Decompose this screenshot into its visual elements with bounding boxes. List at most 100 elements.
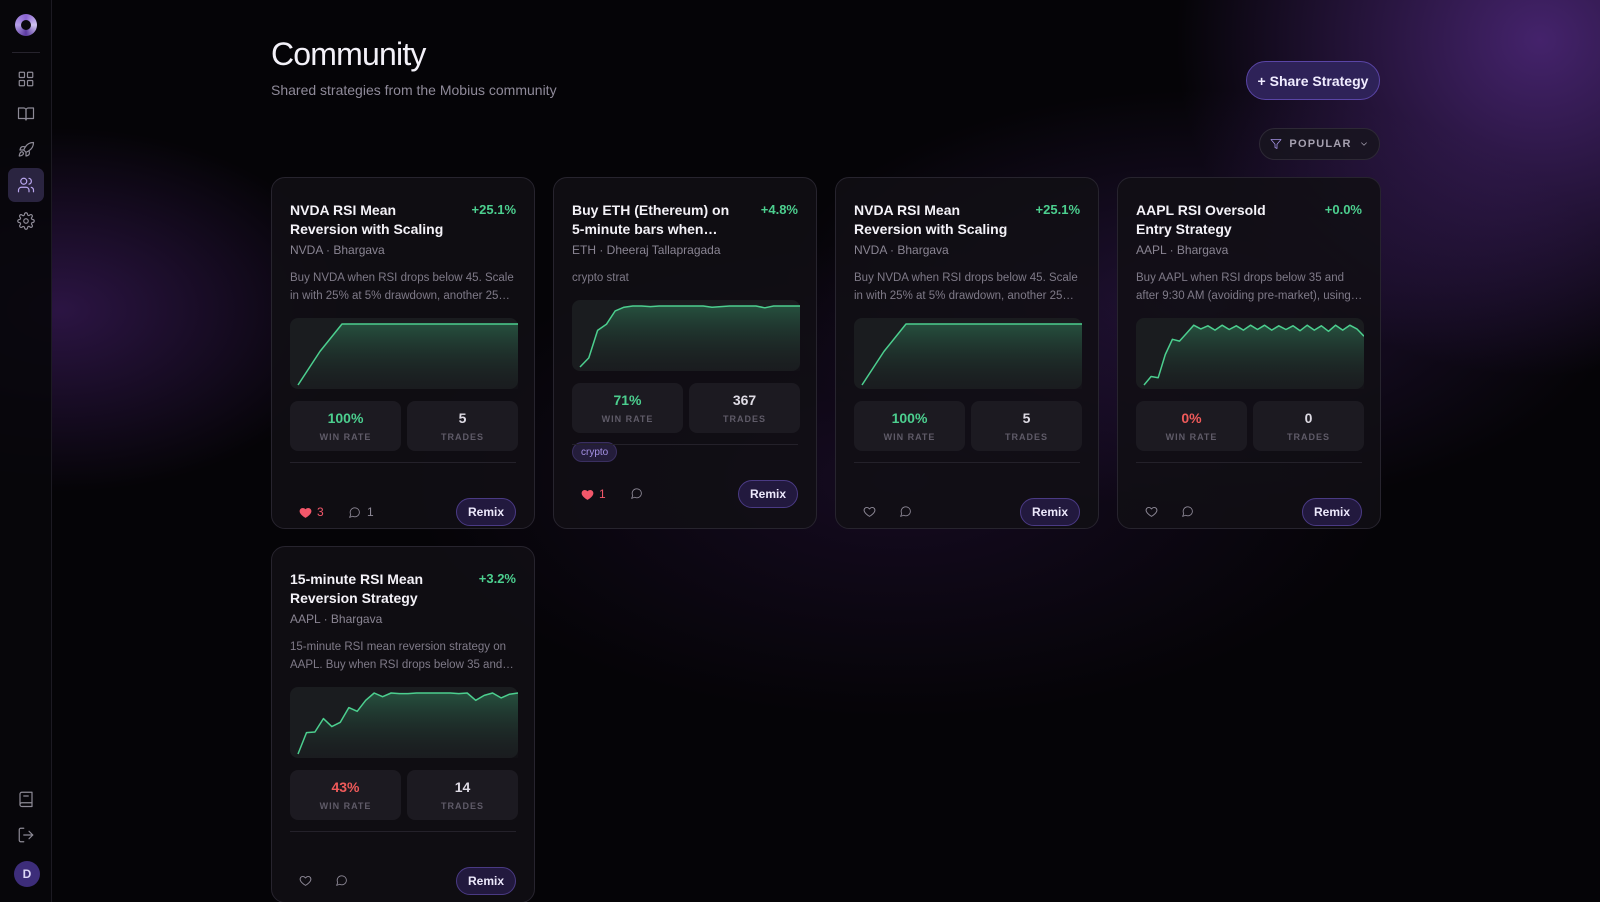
page-subtitle: Shared strategies from the Mobius commun… [271, 82, 557, 98]
trades-value: 0 [1304, 410, 1313, 426]
sort-filter-dropdown[interactable]: POPULAR [1259, 128, 1380, 160]
strategy-title[interactable]: 15-minute RSI Mean Reversion Strategy [290, 571, 424, 606]
share-strategy-button[interactable]: + Share Strategy [1246, 61, 1380, 100]
comment-icon [1182, 506, 1193, 517]
logout-icon [18, 827, 34, 843]
strategy-card[interactable]: NVDA RSI Mean Reversion with Scaling +25… [271, 177, 535, 529]
sidebar-item-dashboard[interactable] [8, 62, 44, 96]
win-rate-stat: 100% WIN RATE [290, 401, 401, 451]
strategy-card[interactable]: Buy ETH (Ethereum) on 5-minute bars when… [553, 177, 817, 529]
equity-area [1144, 325, 1364, 389]
strategy-return: +25.1% [471, 202, 516, 217]
remix-button[interactable]: Remix [1020, 498, 1080, 526]
strategy-return: +0.0% [1324, 202, 1362, 217]
equity-chart [290, 318, 518, 389]
like-button[interactable] [1145, 505, 1163, 518]
sidebar-item-community[interactable] [8, 168, 44, 202]
equity-curve [297, 323, 518, 389]
trades-value: 14 [454, 779, 471, 795]
comment-icon [631, 488, 642, 499]
sort-filter-label: POPULAR [1289, 138, 1352, 150]
card-divider [290, 831, 516, 832]
remix-button[interactable]: Remix [456, 498, 516, 526]
remix-button[interactable]: Remix [456, 867, 516, 895]
mobius-logo[interactable] [15, 14, 37, 36]
win-rate-stat: 43% WIN RATE [290, 770, 401, 820]
trades-label: TRADES [1286, 432, 1330, 442]
book-open-icon [17, 107, 35, 121]
sidebar-item-deploy[interactable] [8, 133, 44, 167]
equity-curve [1143, 324, 1364, 389]
strategy-card[interactable]: AAPL RSI Oversold Entry Strategy +0.0% A… [1117, 177, 1381, 529]
sidebar-item-settings[interactable] [8, 204, 44, 238]
card-divider [290, 462, 516, 463]
strategy-title[interactable]: NVDA RSI Mean Reversion with Scaling [290, 202, 444, 237]
strategy-title[interactable]: NVDA RSI Mean Reversion with Scaling [854, 202, 1008, 237]
book-icon [19, 791, 33, 808]
equity-line [579, 305, 800, 368]
trades-stat: 367 TRADES [689, 383, 800, 433]
like-count: 3 [317, 505, 324, 519]
win-rate-value: 100% [891, 410, 928, 426]
trades-label: TRADES [440, 801, 484, 811]
trades-value: 5 [458, 410, 467, 426]
equity-curve [297, 692, 518, 758]
chevron-down-icon [1360, 142, 1367, 146]
like-button[interactable] [863, 505, 881, 518]
win-rate-label: WIN RATE [1165, 432, 1218, 442]
strategy-tag[interactable]: crypto [572, 442, 618, 462]
win-rate-label: WIN RATE [319, 432, 372, 442]
strategy-description: crypto strat [572, 272, 629, 284]
trades-value: 5 [1022, 410, 1031, 426]
equity-area [580, 306, 800, 371]
equity-chart [572, 300, 800, 371]
strategy-return: +4.8% [760, 202, 798, 217]
comment-count: 1 [367, 505, 374, 519]
equity-line [1143, 324, 1364, 386]
equity-curve [579, 305, 800, 371]
equity-chart [1136, 318, 1364, 389]
sidebar-item-docs[interactable] [8, 782, 44, 816]
like-button[interactable]: 1 [581, 487, 606, 501]
comment-button[interactable] [1181, 505, 1200, 518]
strategy-meta: AAPL · Bhargava [1136, 243, 1229, 257]
remix-button[interactable]: Remix [1302, 498, 1362, 526]
trades-stat: 0 TRADES [1253, 401, 1364, 451]
comment-icon [900, 506, 911, 517]
trades-label: TRADES [440, 432, 484, 442]
equity-line [297, 692, 518, 755]
sidebar-divider [12, 52, 40, 53]
strategy-card[interactable]: NVDA RSI Mean Reversion with Scaling +25… [835, 177, 1099, 529]
comment-button[interactable]: 1 [348, 505, 374, 519]
comment-button[interactable] [630, 487, 649, 500]
heart-icon [863, 506, 876, 517]
trades-value: 367 [732, 392, 757, 408]
sidebar-item-library[interactable] [8, 97, 44, 131]
strategy-description: Buy NVDA when RSI drops below 45. Scale … [854, 272, 1078, 302]
strategy-card[interactable]: 15-minute RSI Mean Reversion Strategy +3… [271, 546, 535, 902]
comment-button[interactable] [335, 874, 354, 887]
avatar[interactable]: D [14, 861, 40, 887]
equity-chart [290, 687, 518, 758]
strategy-title[interactable]: Buy ETH (Ethereum) on 5-minute bars when… [572, 202, 730, 237]
strategy-return: +3.2% [478, 571, 516, 586]
strategy-description: Buy NVDA when RSI drops below 45. Scale … [290, 272, 514, 302]
strategy-meta: NVDA · Bhargava [854, 243, 949, 257]
sidebar: D [0, 0, 52, 902]
rocket-icon [18, 141, 35, 157]
remix-button[interactable]: Remix [738, 480, 798, 508]
trades-label: TRADES [722, 414, 766, 424]
sidebar-item-logout[interactable] [8, 818, 44, 852]
win-rate-value: 0% [1181, 410, 1202, 426]
comment-icon [336, 875, 347, 886]
like-button[interactable]: 3 [299, 505, 324, 519]
filter-icon [1271, 139, 1282, 149]
comment-button[interactable] [899, 505, 918, 518]
gear-icon [17, 212, 35, 230]
win-rate-value: 71% [613, 392, 642, 408]
strategy-title[interactable]: AAPL RSI Oversold Entry Strategy [1136, 202, 1266, 237]
win-rate-label: WIN RATE [319, 801, 372, 811]
trades-stat: 5 TRADES [407, 401, 518, 451]
like-button[interactable] [299, 874, 317, 887]
